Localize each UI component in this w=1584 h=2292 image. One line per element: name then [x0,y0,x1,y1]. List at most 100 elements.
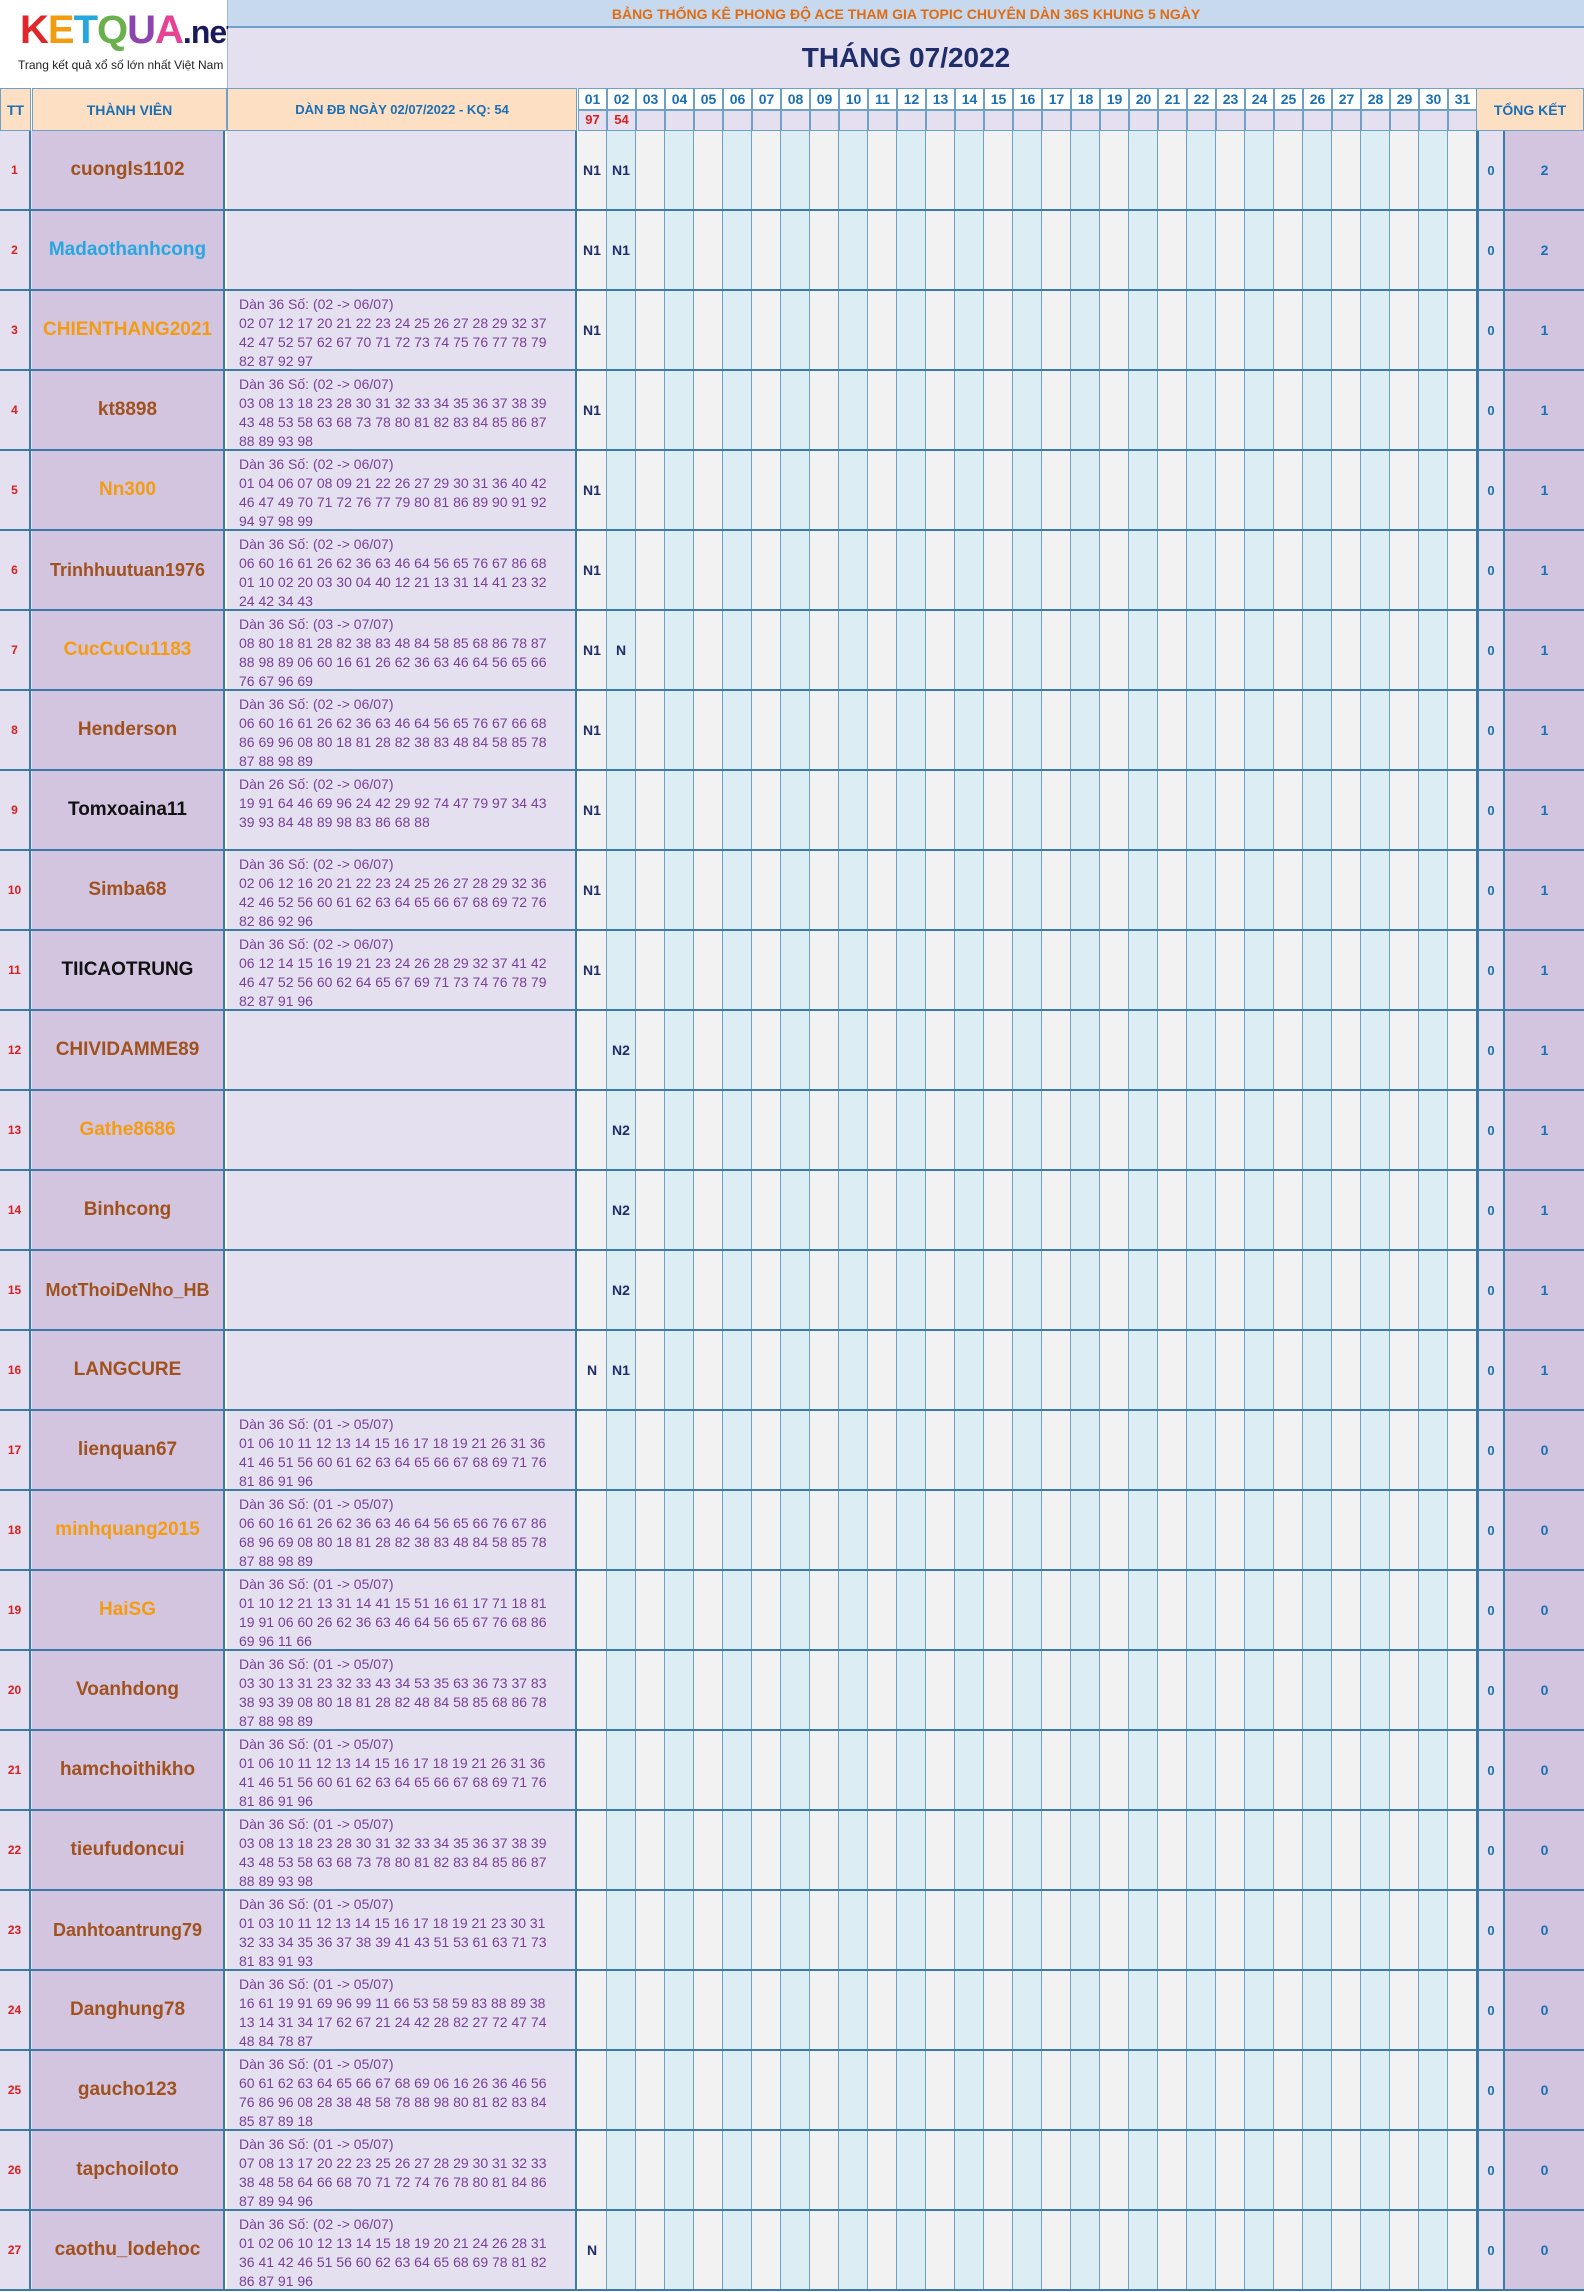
day-cell: N1 [578,291,607,369]
day-cell [1303,2131,1332,2209]
member-name[interactable]: CucCuCu1183 [32,611,225,689]
day-cell [955,451,984,529]
day-cell [1274,691,1303,769]
day-cell [1129,1171,1158,1249]
day-cell [1419,771,1448,849]
day-cell [1245,1251,1274,1329]
day-cell [1361,691,1390,769]
table-row: 17 lienquan67 Dàn 36 Số: (01 -> 05/07) 01 0… [0,1411,1584,1491]
day-cell [1361,2131,1390,2209]
day-cell [723,1571,752,1649]
day-cell [1158,771,1187,849]
dan-line: 06 12 14 15 16 19 21 23 24 26 28 29 32 3… [239,955,547,971]
day-cell [1245,1971,1274,2049]
day-cell [1071,1971,1100,2049]
member-name[interactable]: tieufudoncui [32,1811,225,1889]
day-cell: N1 [578,931,607,1009]
day-cell [955,131,984,209]
day-cell [1390,1251,1419,1329]
day-cell [1013,1811,1042,1889]
day-cell [1013,851,1042,929]
member-name[interactable]: minhquang2015 [32,1491,225,1569]
day-cell [1332,1491,1361,1569]
day-cell [868,531,897,609]
row-number: 1 [0,131,31,209]
day-cell [955,2051,984,2129]
member-name[interactable]: Danghung78 [32,1971,225,2049]
site-logo[interactable]: KETQUA.net Trang kết quả xổ số lớn nhất … [0,0,237,88]
day-cell [1042,1731,1071,1809]
day-cell [1129,1331,1158,1409]
member-name[interactable]: caothu_lodehoc [32,2211,225,2289]
day-cell [1245,2051,1274,2129]
day-cell [1129,2211,1158,2289]
dan-line: Dàn 36 Số: (01 -> 05/07) [239,1896,394,1912]
day-cell [1448,531,1477,609]
day-cell [1100,1571,1129,1649]
day-cell [1216,1731,1245,1809]
dan-line: Dàn 36 Số: (02 -> 06/07) [239,856,394,872]
day-cell [1274,2211,1303,2289]
day-cell [955,1411,984,1489]
member-name[interactable]: CHIVIDAMME89 [32,1011,225,1089]
member-name[interactable]: TIICAOTRUNG [32,931,225,1009]
member-name[interactable]: Trinhhuutuan1976 [32,531,225,609]
total-score: 1 [1503,931,1584,1009]
day-result-18 [1071,110,1100,131]
day-cell [752,1891,781,1969]
dan-line: 82 87 91 96 [239,993,313,1009]
day-cell [1187,771,1216,849]
member-name[interactable]: gaucho123 [32,2051,225,2129]
member-name[interactable]: Nn300 [32,451,225,529]
member-name[interactable]: MotThoiDeNho_HB [32,1251,225,1329]
day-cell [1187,1891,1216,1969]
member-name[interactable]: Binhcong [32,1171,225,1249]
member-name[interactable]: hamchoithikho [32,1731,225,1809]
day-cell [665,611,694,689]
day-cell [1158,291,1187,369]
member-name[interactable]: Tomxoaina11 [32,771,225,849]
day-cell [578,1411,607,1489]
day-header-22: 22 [1187,88,1216,110]
day-result-06 [723,110,752,131]
member-name[interactable]: LANGCURE [32,1331,225,1409]
member-name[interactable]: Simba68 [32,851,225,929]
day-cell [868,2211,897,2289]
day-cell [1129,451,1158,529]
day-cell [1303,451,1332,529]
member-name[interactable]: Henderson [32,691,225,769]
day-cell [723,1251,752,1329]
day-cell [1274,771,1303,849]
day-cell [1100,1091,1129,1169]
member-name[interactable]: CHIENTHANG2021 [32,291,225,369]
member-name[interactable]: HaiSG [32,1571,225,1649]
day-cell [752,371,781,449]
member-name[interactable]: kt8898 [32,371,225,449]
day-cell [897,1811,926,1889]
day-cell [1100,1411,1129,1489]
member-name[interactable]: lienquan67 [32,1411,225,1489]
row-number: 19 [0,1571,31,1649]
day-cell [1390,1411,1419,1489]
day-cell [1187,1011,1216,1089]
day-cell [636,771,665,849]
day-cell [897,1731,926,1809]
row-divider [31,1091,32,1169]
member-name[interactable]: Danhtoantrung79 [32,1891,225,1969]
member-name[interactable]: cuongls1102 [32,131,225,209]
day-cell [897,1491,926,1569]
day-cell [839,1251,868,1329]
day-cell [781,2211,810,2289]
day-cell [984,611,1013,689]
day-cell [926,1411,955,1489]
day-cell [665,931,694,1009]
dan-numbers: Dàn 36 Số: (02 -> 06/07) 06 12 14 15 16 1… [227,931,577,1009]
member-name[interactable]: Madaothanhcong [32,211,225,289]
member-name[interactable]: tapchoiloto [32,2131,225,2209]
day-cell [665,451,694,529]
day-cell [1361,531,1390,609]
member-name[interactable]: Voanhdong [32,1651,225,1729]
day-cell [1274,1011,1303,1089]
member-name[interactable]: Gathe8686 [32,1091,225,1169]
day-cell [1361,1411,1390,1489]
